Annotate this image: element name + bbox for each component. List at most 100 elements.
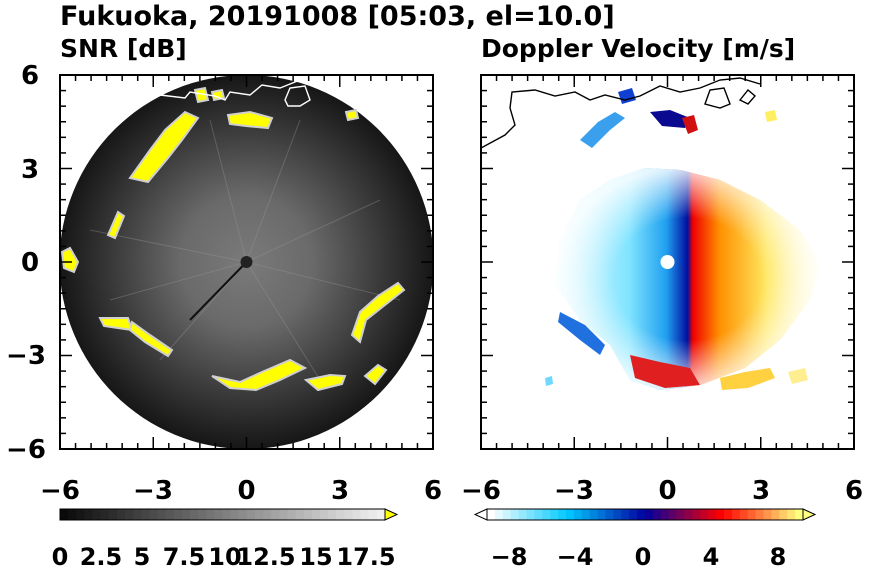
doppler-xtick-label-3: 3: [752, 476, 770, 506]
snr-colorbar-cell: [181, 509, 191, 520]
doppler-colorbar-cell: [494, 509, 504, 520]
snr-cb-label-0: 0: [52, 543, 69, 570]
snr-colorbar-cell: [222, 509, 232, 520]
snr-cb-label-5: 12.5: [236, 543, 295, 570]
snr-colorbar-cell: [368, 509, 378, 520]
doppler-center: [660, 255, 675, 269]
doppler-colorbar-cell: [660, 509, 670, 520]
snr-colorbar-cell: [344, 509, 353, 520]
doppler-colorbar-cell: [502, 509, 512, 520]
figure-title: Fukuoka, 20191008 [05:03, el=10.0]: [60, 1, 615, 32]
snr-cb-label-1: 2.5: [80, 543, 123, 570]
doppler-colorbar-cell: [692, 509, 701, 520]
doppler-colorbar-cell: [605, 509, 614, 520]
doppler-colorbar-cell: [487, 509, 496, 520]
snr-colorbar-cell: [303, 509, 313, 520]
doppler-cb-label-0: −8: [491, 543, 528, 570]
doppler-colorbar-cell: [550, 509, 559, 520]
doppler-colorbar-cell: [716, 509, 725, 520]
doppler-xtick-label-2: 0: [658, 476, 676, 506]
snr-colorbar-cell: [376, 509, 386, 520]
snr-cb-label-7: 17.5: [336, 543, 395, 570]
snr-rays: [89, 119, 401, 381]
doppler-colorbar-cell: [613, 509, 622, 520]
doppler-colorbar-cell: [779, 509, 788, 520]
snr-colorbar-cell: [149, 509, 158, 520]
snr-colorbar-cell: [157, 509, 167, 520]
doppler-colorbar-frame: [486, 508, 804, 521]
doppler-xtick-label-4: 6: [845, 476, 863, 506]
doppler-colorbar-cell: [795, 509, 804, 520]
snr-xtick-label-3: 3: [331, 476, 349, 506]
doppler-colorbar-cell: [739, 509, 749, 520]
doppler-colorbar-cell: [684, 509, 693, 520]
snr-colorbar-cell: [133, 509, 142, 520]
snr-colorbar-cell: [238, 509, 248, 520]
doppler-colorbar-cell: [534, 509, 543, 520]
snr-cb-label-4: 10: [208, 543, 241, 570]
snr-colorbar-cell: [92, 509, 102, 520]
snr-ytick-label-4: −6: [6, 435, 46, 465]
doppler-colorbar-cell: [621, 509, 630, 520]
doppler-panel: [481, 77, 820, 390]
radar-center: [240, 256, 253, 268]
doppler-colorbar-cell: [518, 509, 527, 520]
snr-ytick-label-3: −3: [6, 341, 46, 371]
doppler-colorbar-cell: [731, 509, 741, 520]
snr-colorbar-cell: [206, 509, 215, 520]
snr-colorbar-cell: [60, 509, 69, 520]
doppler-echoes: [545, 88, 808, 390]
doppler-subtitle: Doppler Velocity [m/s]: [481, 34, 795, 63]
doppler-colorbar: [473, 508, 817, 521]
doppler-colorbar-cell: [763, 509, 772, 520]
snr-colorbar-cell: [336, 509, 345, 520]
snr-xtick-label-0: −6: [40, 476, 80, 506]
doppler-colorbar-cell: [581, 509, 591, 520]
snr-colorbar-cell: [190, 509, 199, 520]
snr-colorbar-cell: [287, 509, 297, 520]
snr-colorbar-cell: [263, 509, 272, 520]
snr-ytick-label-1: 3: [21, 155, 39, 185]
doppler-colorbar-cell: [771, 509, 780, 520]
doppler-colorbar-cell: [558, 509, 567, 520]
doppler-colorbar-cell: [676, 509, 685, 520]
doppler-colorbar-min-arrow: [473, 508, 488, 521]
snr-colorbar-cell: [271, 509, 280, 520]
snr-dark-ray: [189, 261, 248, 321]
doppler-colorbar-cell: [747, 509, 756, 520]
doppler-cb-label-3: 4: [703, 543, 720, 570]
snr-colorbar-frame: [59, 508, 386, 521]
snr-colorbar-cell: [279, 509, 288, 520]
doppler-colorbar-cell: [637, 509, 646, 520]
doppler-colorbar-cell: [708, 509, 717, 520]
doppler-colorbar-cell: [597, 509, 606, 520]
snr-cb-label-2: 5: [134, 543, 151, 570]
doppler-colorbar-cell: [526, 509, 535, 520]
doppler-colorbar-cell: [542, 509, 551, 520]
doppler-colorbar-cell: [510, 509, 519, 520]
snr-colorbar: [59, 508, 399, 521]
snr-colorbar-cell: [100, 509, 110, 520]
doppler-cb-label-1: −4: [557, 543, 594, 570]
snr-colorbar-cell: [116, 509, 126, 520]
doppler-colorbar-cell: [787, 509, 796, 520]
snr-colorbar-cell: [165, 509, 175, 520]
doppler-colorbar-cell: [589, 509, 598, 520]
doppler-coastline: [481, 77, 761, 149]
snr-xtick-label-4: 6: [424, 476, 442, 506]
snr-colorbar-cell: [84, 509, 93, 520]
snr-ytick-label-2: 0: [21, 248, 39, 278]
snr-colorbar-cell: [320, 509, 329, 520]
snr-colorbar-cell: [328, 509, 337, 520]
snr-colorbar-cell: [246, 509, 256, 520]
doppler-xtick-label-0: −6: [461, 476, 501, 506]
snr-colorbar-cell: [230, 509, 240, 520]
doppler-fade: [555, 168, 820, 390]
doppler-colorbar-max-arrow: [802, 508, 817, 521]
snr-colorbar-cell: [255, 509, 264, 520]
snr-ytick-label-0: 6: [21, 61, 39, 91]
snr-xtick-label-1: −3: [133, 476, 173, 506]
doppler-cb-label-2: 0: [635, 543, 652, 570]
snr-cb-label-3: 7.5: [163, 543, 206, 570]
